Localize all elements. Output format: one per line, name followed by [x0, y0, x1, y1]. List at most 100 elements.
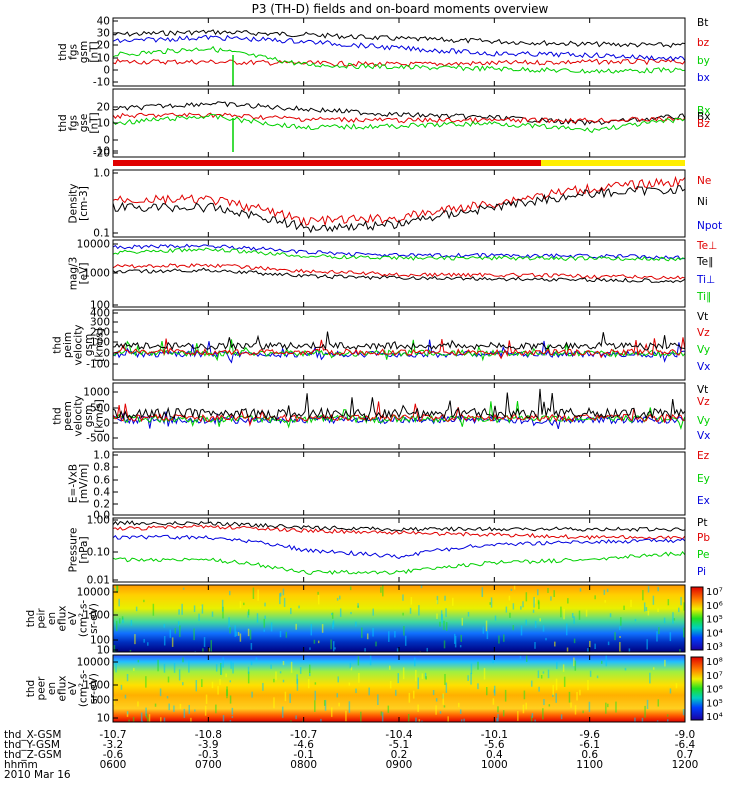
legend-Pb: Pb: [697, 532, 710, 544]
legend-Npot: Npot: [697, 220, 722, 232]
spectrogram-texture: [203, 637, 206, 647]
y-axis-label-line: (cm²-s-: [78, 600, 90, 638]
spectrogram-texture: [129, 649, 132, 652]
spectrogram-texture: [477, 683, 479, 690]
spectrogram-texture: [324, 699, 327, 711]
spectrogram-texture: [121, 616, 124, 620]
spectrogram-texture: [243, 602, 245, 606]
spectrogram-texture: [505, 606, 508, 613]
x-tick-label: -5.6: [484, 739, 505, 751]
y-axis-label-line: peir: [36, 608, 48, 629]
spectrogram-texture: [537, 670, 540, 679]
x-tick-label: -6.1: [579, 739, 600, 751]
spectrogram-texture: [330, 707, 333, 717]
spectrogram-texture: [459, 645, 462, 648]
spectrogram-texture: [571, 613, 574, 618]
x-tick-label: -6.4: [675, 739, 696, 751]
spectrogram-texture: [163, 635, 166, 646]
panel-frame: [112, 239, 686, 308]
legend-Bx: Bx: [697, 105, 710, 117]
spectrogram-texture: [331, 612, 333, 616]
spectrogram-texture: [563, 676, 566, 687]
spectrogram-texture: [154, 703, 157, 707]
spectrogram-texture: [667, 719, 669, 722]
spectrogram-texture: [560, 606, 562, 618]
spectrogram-texture: [490, 597, 493, 608]
spectrogram-texture: [467, 611, 470, 617]
spectrogram-texture: [388, 631, 390, 642]
spectrogram-texture: [275, 671, 277, 681]
spectrogram-texture: [657, 586, 659, 592]
spectrogram-texture: [366, 633, 369, 640]
spectrogram-texture: [279, 631, 282, 638]
spectrogram-texture: [554, 641, 556, 647]
spectrogram-texture: [415, 717, 417, 722]
spectrogram-texture: [247, 609, 250, 616]
mode-bar: [113, 160, 685, 166]
spectrogram-texture: [538, 686, 540, 692]
panel-frame: [112, 169, 686, 238]
spectrogram-texture: [298, 605, 300, 609]
series-line-by: [113, 45, 685, 74]
spectrogram-texture: [145, 676, 147, 688]
spectrogram-texture: [607, 703, 609, 708]
spectrogram-texture: [313, 639, 316, 644]
spectrogram-texture: [414, 657, 416, 667]
spectrogram-texture: [345, 710, 347, 722]
spectrogram-texture: [135, 606, 138, 612]
legend-Vt: Vt: [697, 384, 708, 396]
x-tick-label: -10.1: [481, 729, 508, 741]
y-axis-label-line: peer: [36, 676, 48, 701]
spectrogram-texture: [520, 625, 523, 636]
spectrogram-texture: [477, 661, 479, 670]
spectrogram-texture: [489, 602, 491, 605]
legend-Vx: Vx: [697, 430, 710, 442]
spectrogram-texture: [537, 589, 539, 596]
colorbar-tick-label: 10³: [706, 642, 723, 653]
legend-Pi: Pi: [697, 566, 706, 578]
spectrogram-image: [113, 655, 685, 722]
y-tick-label: 1.00: [87, 515, 110, 527]
spectrogram-texture: [421, 720, 423, 722]
y-axis-label-line: thd: [25, 610, 37, 627]
panel-peer-eflux: 10000 1000 100 10 thdpeerenefluxeV(cm²-s-sr-…: [25, 654, 723, 725]
y-tick-label: 0: [103, 418, 110, 430]
legend-Vz: Vz: [697, 396, 710, 408]
spectrogram-texture: [652, 667, 655, 670]
spectrogram-texture: [348, 701, 351, 713]
spectrogram-texture: [178, 609, 180, 615]
spectrogram-texture: [118, 598, 120, 607]
spectrogram-texture: [247, 628, 250, 637]
spectrogram-texture: [308, 664, 311, 673]
legend-Vz: Vz: [697, 327, 710, 339]
spectrogram-texture: [552, 684, 554, 696]
spectrogram-texture: [525, 619, 527, 626]
spectrogram-texture: [202, 648, 204, 652]
spectrogram-texture: [147, 717, 149, 722]
spectrogram-texture: [453, 633, 456, 644]
series-line-vt: [113, 331, 685, 351]
spectrogram-texture: [397, 673, 399, 684]
series-line-1: [113, 112, 685, 124]
legend-Ti⊥: Ti⊥: [696, 274, 715, 286]
y-tick-label: 0.4: [93, 487, 110, 499]
series-line-Ti∥: [113, 247, 685, 262]
spectrogram-texture: [587, 680, 589, 691]
x-tick-label: 1200: [672, 759, 699, 771]
spectrogram-texture: [443, 705, 446, 708]
spectrogram-texture: [652, 595, 655, 605]
spectrogram-texture: [177, 621, 180, 627]
spectrogram-texture: [387, 705, 390, 713]
spectrogram-texture: [619, 635, 621, 638]
spectrogram-texture: [229, 680, 232, 683]
spectrogram-texture: [573, 616, 575, 624]
y-tick-label: 100: [90, 337, 110, 349]
spectrogram-texture: [574, 705, 577, 715]
spectrogram-texture: [678, 607, 680, 613]
legend-Ne: Ne: [697, 175, 711, 187]
spectrogram-texture: [426, 647, 429, 652]
y-tick-label: -10: [93, 77, 110, 89]
